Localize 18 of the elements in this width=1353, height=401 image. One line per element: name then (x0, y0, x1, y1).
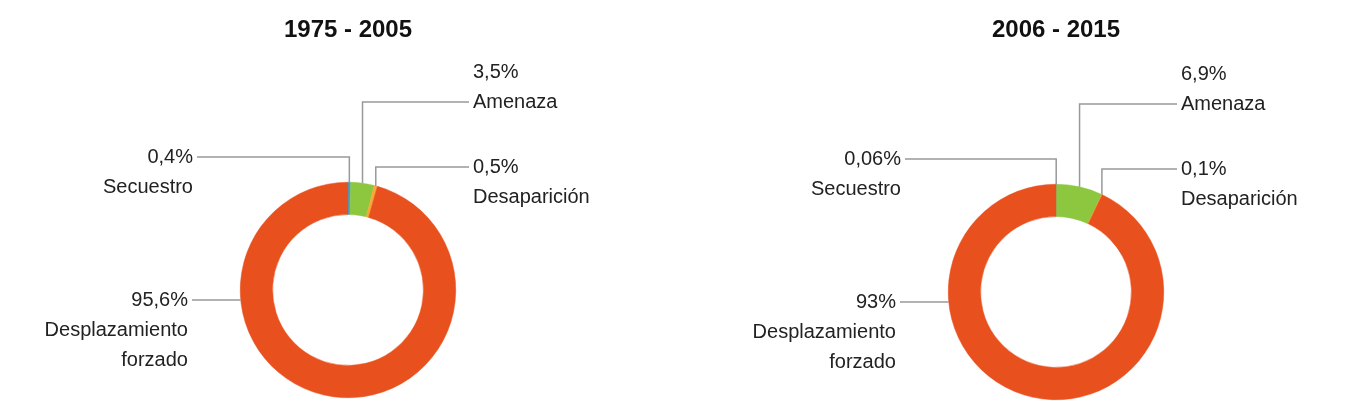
data-label: 0,06% (844, 146, 902, 169)
slice-label: Desaparición (473, 184, 590, 207)
slice-label: Secuestro (102, 174, 193, 197)
data-label: 6,9% (1181, 61, 1227, 84)
slice-label: Amenaza (1181, 91, 1267, 114)
data-label: 0,4% (147, 144, 194, 167)
slice-label: Desplazamiento forzado (44, 317, 188, 370)
slice-label: Desplazamiento forzado (752, 319, 896, 372)
data-label: 3,5% (473, 59, 519, 82)
data-label: 95,6% (131, 287, 189, 310)
data-label: 0,5% (473, 154, 519, 177)
slice-label: Secuestro (810, 176, 901, 199)
slice-label: Amenaza (473, 89, 559, 112)
chart-title: 1975 - 2005 (283, 14, 413, 42)
chart-title: 2006 - 2015 (991, 14, 1121, 42)
data-label: 93% (855, 289, 897, 312)
slice-label: Desaparición (1181, 186, 1298, 209)
data-label: 0,1% (1181, 156, 1227, 179)
